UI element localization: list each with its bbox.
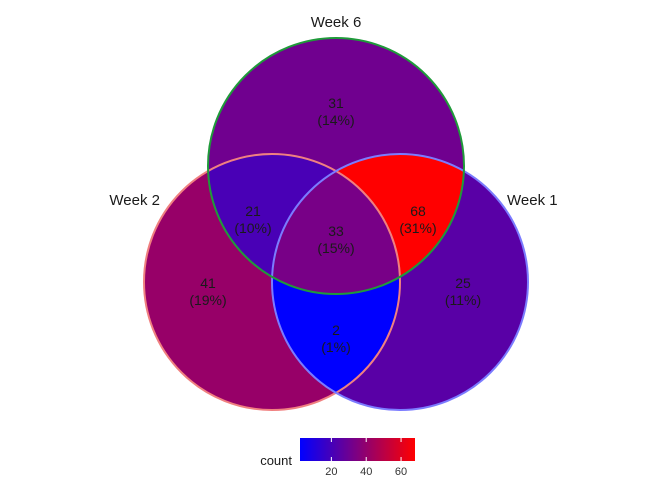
region-percent-week6-week1: (31%) <box>399 220 436 236</box>
region-count-week1-only: 25 <box>455 275 471 291</box>
legend-tick-label: 40 <box>360 466 372 478</box>
outline-week2 <box>143 153 401 411</box>
legend-tick-label: 60 <box>395 466 407 478</box>
region-percent-week6-week2: (10%) <box>234 220 271 236</box>
legend-title: count <box>260 453 292 468</box>
legend-tick-label: 20 <box>325 466 337 478</box>
region-percent-all-three: (15%) <box>317 240 354 256</box>
region-count-week6-week2: 21 <box>245 203 261 219</box>
set-label-week1: Week 1 <box>507 192 558 209</box>
region-count-week2-week1: 2 <box>332 322 340 338</box>
set-label-week6: Week 6 <box>311 14 362 31</box>
region-count-week6-week1: 68 <box>410 203 426 219</box>
set-outlines <box>143 37 529 411</box>
legend-ticks: 20 40 60 <box>325 438 407 478</box>
set-labels: Week 6 Week 2 Week 1 <box>109 14 557 209</box>
outline-week1 <box>271 153 529 411</box>
region-count-all-three: 33 <box>328 223 344 239</box>
legend-colorbar <box>300 438 415 461</box>
region-count-week6-only: 31 <box>328 95 344 111</box>
region-percent-week2-only: (19%) <box>189 292 226 308</box>
set-label-week2: Week 2 <box>109 192 160 209</box>
color-legend: count 20 40 60 <box>260 438 415 478</box>
region-labels: 31 (14%) 41 (19%) 25 (11%) 21 (10%) 68 (… <box>189 95 481 355</box>
region-percent-week1-only: (11%) <box>445 292 481 308</box>
outline-week6 <box>207 37 465 295</box>
region-percent-week6-only: (14%) <box>317 112 354 128</box>
region-count-week2-only: 41 <box>200 275 216 291</box>
region-percent-week2-week1: (1%) <box>321 339 351 355</box>
region-all-three <box>272 154 400 294</box>
